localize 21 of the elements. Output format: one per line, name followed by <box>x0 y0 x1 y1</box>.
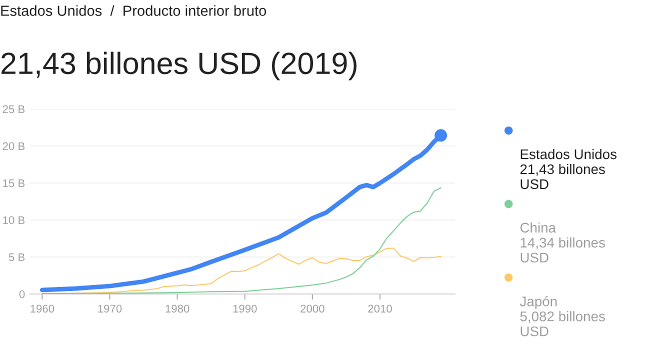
x-tick-label: 1980 <box>166 304 190 313</box>
y-tick-label: 0 <box>19 290 25 298</box>
y-tick-label: 15 B <box>3 179 25 188</box>
legend-label: Japón <box>520 296 557 310</box>
text: 5,082 billones USD <box>520 311 605 336</box>
legend-label: China <box>520 222 556 233</box>
text: Estados Unidos / Producto interior bruto <box>1 5 266 16</box>
x-tick-label: 1970 <box>98 304 122 313</box>
x-tick-label: 2010 <box>368 304 392 313</box>
y-tick-label: 25 B <box>2 105 25 114</box>
text: 21,43 billones USD <box>520 164 605 190</box>
chart-title: 21,43 billones USD (2019) <box>2 52 356 80</box>
x-tick-label: 1990 <box>233 304 257 313</box>
legend-label: Estados Unidos <box>520 148 616 160</box>
text: 14,34 billones USD <box>520 237 605 263</box>
y-tick-label: 10 B <box>3 216 25 224</box>
x-tick-label: 1960 <box>30 304 54 313</box>
y-tick-label: 5 B <box>8 253 25 262</box>
y-tick-label: 20 B <box>2 142 25 150</box>
line-series <box>42 187 442 294</box>
x-tick-label: 2000 <box>300 304 324 313</box>
